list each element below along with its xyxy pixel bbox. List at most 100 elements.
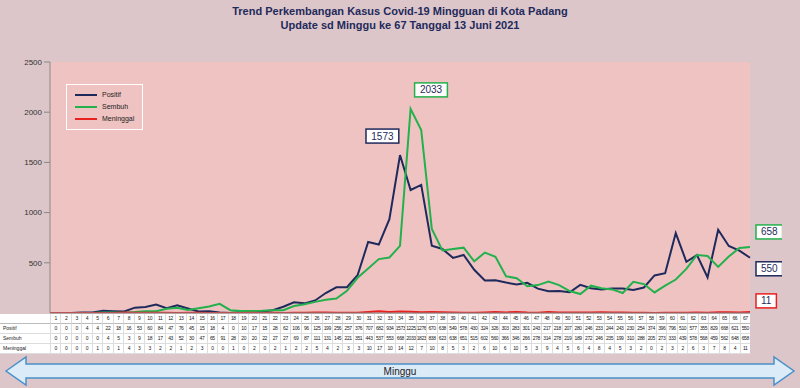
svg-text:2500: 2500 [24,58,42,67]
html-text:28: 28 [335,315,341,321]
html-text:549 578: 549 578 [449,325,467,331]
html-text:256 257: 256 257 [334,325,352,331]
html-text:22: 22 [105,325,111,331]
html-text:62: 62 [690,315,696,321]
svg-text:Minggu: Minggu [384,366,417,377]
html-text:217 218: 217 218 [543,325,561,331]
html-text:27: 27 [324,315,330,321]
html-text:46: 46 [523,315,529,321]
html-text:31: 31 [366,315,372,321]
html-text:24: 24 [293,315,299,321]
html-text:131: 131 [323,335,331,341]
html-text:13: 13 [178,315,184,321]
html-text:17: 17 [220,315,226,321]
html-text:Sembuh: Sembuh [3,335,22,341]
html-text:26: 26 [314,315,320,321]
html-text:934 1573 1225 1276 670 638: 934 1573 1225 1276 670 638 [386,325,446,331]
html-text:60: 60 [147,325,153,331]
html-text:50: 50 [565,315,571,321]
svg-text:658: 658 [761,226,778,237]
html-text:18: 18 [147,335,153,341]
html-text:Trend Perkembangan Kasus Covid: Trend Perkembangan Kasus Covid-19 Minggu… [232,5,568,17]
html-text:553 668 2033 1823 838 623: 553 668 2033 1823 838 623 [386,335,446,341]
html-text:219 189: 219 189 [564,335,582,341]
html-text:42: 42 [481,315,487,321]
svg-text:500: 500 [29,259,43,268]
html-text:351 443 537: 351 443 537 [355,335,383,341]
html-text:111: 111 [313,335,320,341]
html-text:10: 10 [147,315,153,321]
html-text:20: 20 [251,315,257,321]
html-text:58: 58 [648,315,654,321]
html-text:69: 69 [293,335,299,341]
html-text:125 199: 125 199 [313,325,331,331]
html-text:57: 57 [638,315,644,321]
html-text:Meninggal: Meninggal [102,115,135,122]
html-text:48: 48 [544,315,550,321]
html-text:15: 15 [199,315,205,321]
html-text:53: 53 [596,315,602,321]
html-text:10: 10 [241,325,247,331]
html-text:106: 106 [292,325,300,331]
html-text:51: 51 [575,315,581,321]
html-text:326 303 283 301 243: 326 303 283 301 243 [491,325,540,331]
html-text:145 221: 145 221 [334,335,352,341]
html-text:66: 66 [732,315,738,321]
html-text:76: 76 [178,325,184,331]
html-text:64: 64 [711,315,717,321]
html-text:Positif: Positif [102,91,122,98]
html-text:396 796: 396 796 [658,325,676,331]
html-text:84: 84 [157,325,163,331]
html-text:510 577 355 829 668: 510 577 355 829 668 [679,325,728,331]
html-text:37: 37 [429,315,435,321]
html-text:621 550: 621 550 [731,325,749,331]
html-text:91: 91 [220,335,226,341]
html-text:53: 53 [136,325,142,331]
html-text:Sembuh: Sembuh [102,103,129,110]
html-text:67: 67 [742,315,748,321]
html-text:41: 41 [471,315,477,321]
html-text:40: 40 [460,315,466,321]
html-text:60: 60 [669,315,675,321]
html-text:33: 33 [387,315,393,321]
html-text:27: 27 [272,335,278,341]
svg-text:11: 11 [761,295,772,306]
html-text:19: 19 [241,315,247,321]
html-text:15: 15 [199,325,205,331]
html-text:20: 20 [241,335,247,341]
html-text:560 366 346 266 278: 560 366 346 266 278 [491,335,540,341]
html-text:28: 28 [230,335,236,341]
html-text:Update sd Minggu ke 67 Tanggal: Update sd Minggu ke 67 Tanggal 13 Juni 2… [280,19,520,31]
html-text:207 280: 207 280 [564,325,582,331]
html-text:17: 17 [157,335,163,341]
html-text:18: 18 [230,315,236,321]
html-text:28: 28 [272,325,278,331]
svg-text:1000: 1000 [24,208,42,217]
html-text:22: 22 [272,315,278,321]
svg-text:1573: 1573 [371,131,394,142]
html-text:44: 44 [502,315,508,321]
html-text:29: 29 [345,315,351,321]
html-text:55: 55 [617,315,623,321]
html-text:254 374: 254 374 [637,325,655,331]
html-text:39: 39 [450,315,456,321]
svg-text:2033: 2033 [420,84,443,95]
html-text:376 707 682: 376 707 682 [355,325,383,331]
html-text:49: 49 [554,315,560,321]
html-text:Positif: Positif [3,325,17,331]
html-text:17: 17 [251,325,257,331]
html-text:246 233 244 243 230: 246 233 244 243 230 [585,325,634,331]
html-text:16: 16 [126,325,132,331]
html-text:314 278: 314 278 [543,335,561,341]
svg-text:2000: 2000 [24,108,42,117]
svg-text:1500: 1500 [24,158,42,167]
html-text:638 651: 638 651 [449,335,467,341]
svg-text:550: 550 [761,263,778,274]
html-text:430 324: 430 324 [470,325,488,331]
html-text:515 602: 515 602 [470,335,488,341]
html-text:35: 35 [408,315,414,321]
html-text:47: 47 [199,335,205,341]
html-text:52: 52 [178,335,184,341]
html-text:59: 59 [659,315,665,321]
html-text:20: 20 [251,335,257,341]
